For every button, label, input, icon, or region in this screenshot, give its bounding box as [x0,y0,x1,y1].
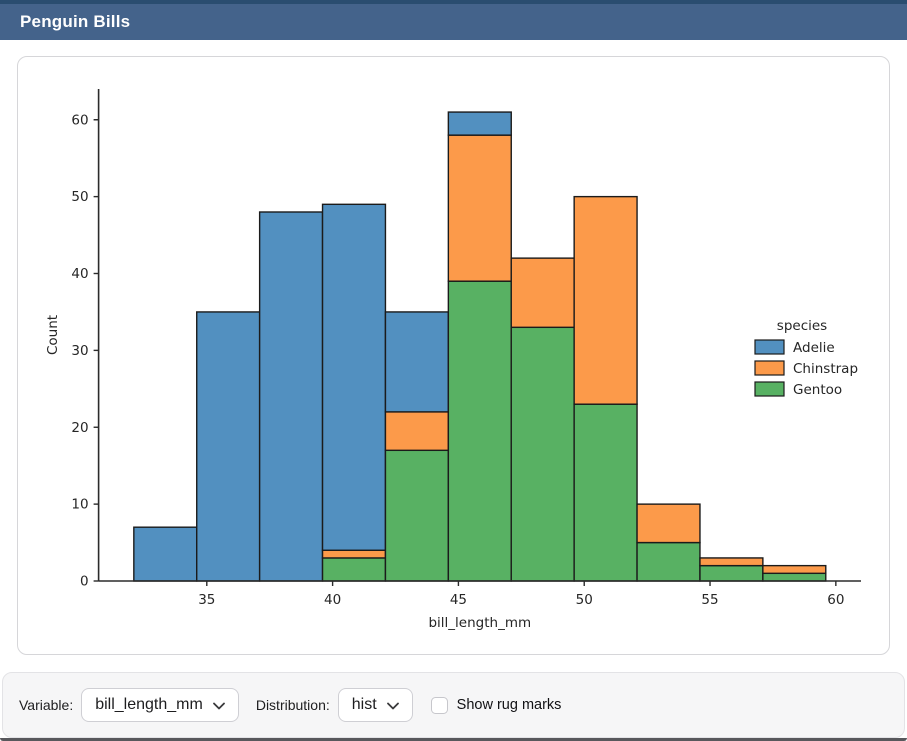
svg-text:bill_length_mm: bill_length_mm [428,615,531,631]
svg-text:60: 60 [827,592,844,608]
distribution-select-value: hist [351,696,377,713]
distribution-select[interactable]: hist [337,688,413,722]
svg-text:species: species [777,318,827,334]
svg-text:0: 0 [80,574,89,590]
svg-text:30: 30 [71,343,88,359]
svg-text:60: 60 [71,112,88,128]
svg-text:50: 50 [71,189,88,205]
toolbar: Variable: bill_length_mm Distribution: h… [2,672,905,738]
variable-label: Variable: [19,697,74,713]
svg-text:40: 40 [324,592,341,608]
svg-text:55: 55 [701,592,718,608]
variable-select[interactable]: bill_length_mm [81,688,239,722]
chevron-down-icon [386,702,399,710]
variable-select-value: bill_length_mm [95,696,203,713]
svg-text:10: 10 [71,497,88,513]
svg-text:Gentoo: Gentoo [793,382,842,398]
rug-checkbox[interactable] [430,696,448,714]
window-bottom-edge [0,738,907,741]
window-title: Penguin Bills [20,12,131,31]
svg-text:35: 35 [198,592,215,608]
svg-text:50: 50 [576,592,593,608]
rug-label: Show rug marks [456,697,562,713]
svg-text:45: 45 [450,592,467,608]
histogram-chart: 35 40 45 50 55 60 0 10 20 30 40 50 60 bill_length_mm C… [45,89,861,631]
svg-text:Chinstrap: Chinstrap [793,361,858,377]
svg-text:20: 20 [71,420,88,436]
svg-text:40: 40 [71,266,88,282]
chevron-down-icon [212,702,225,710]
svg-text:Adelie: Adelie [793,340,835,356]
titlebar: Penguin Bills [0,0,907,40]
chart-card: 35 40 45 50 55 60 0 10 20 30 40 50 60 bill_length_mm C… [17,56,890,655]
svg-text:Count: Count [45,315,61,355]
distribution-label: Distribution: [255,697,330,713]
